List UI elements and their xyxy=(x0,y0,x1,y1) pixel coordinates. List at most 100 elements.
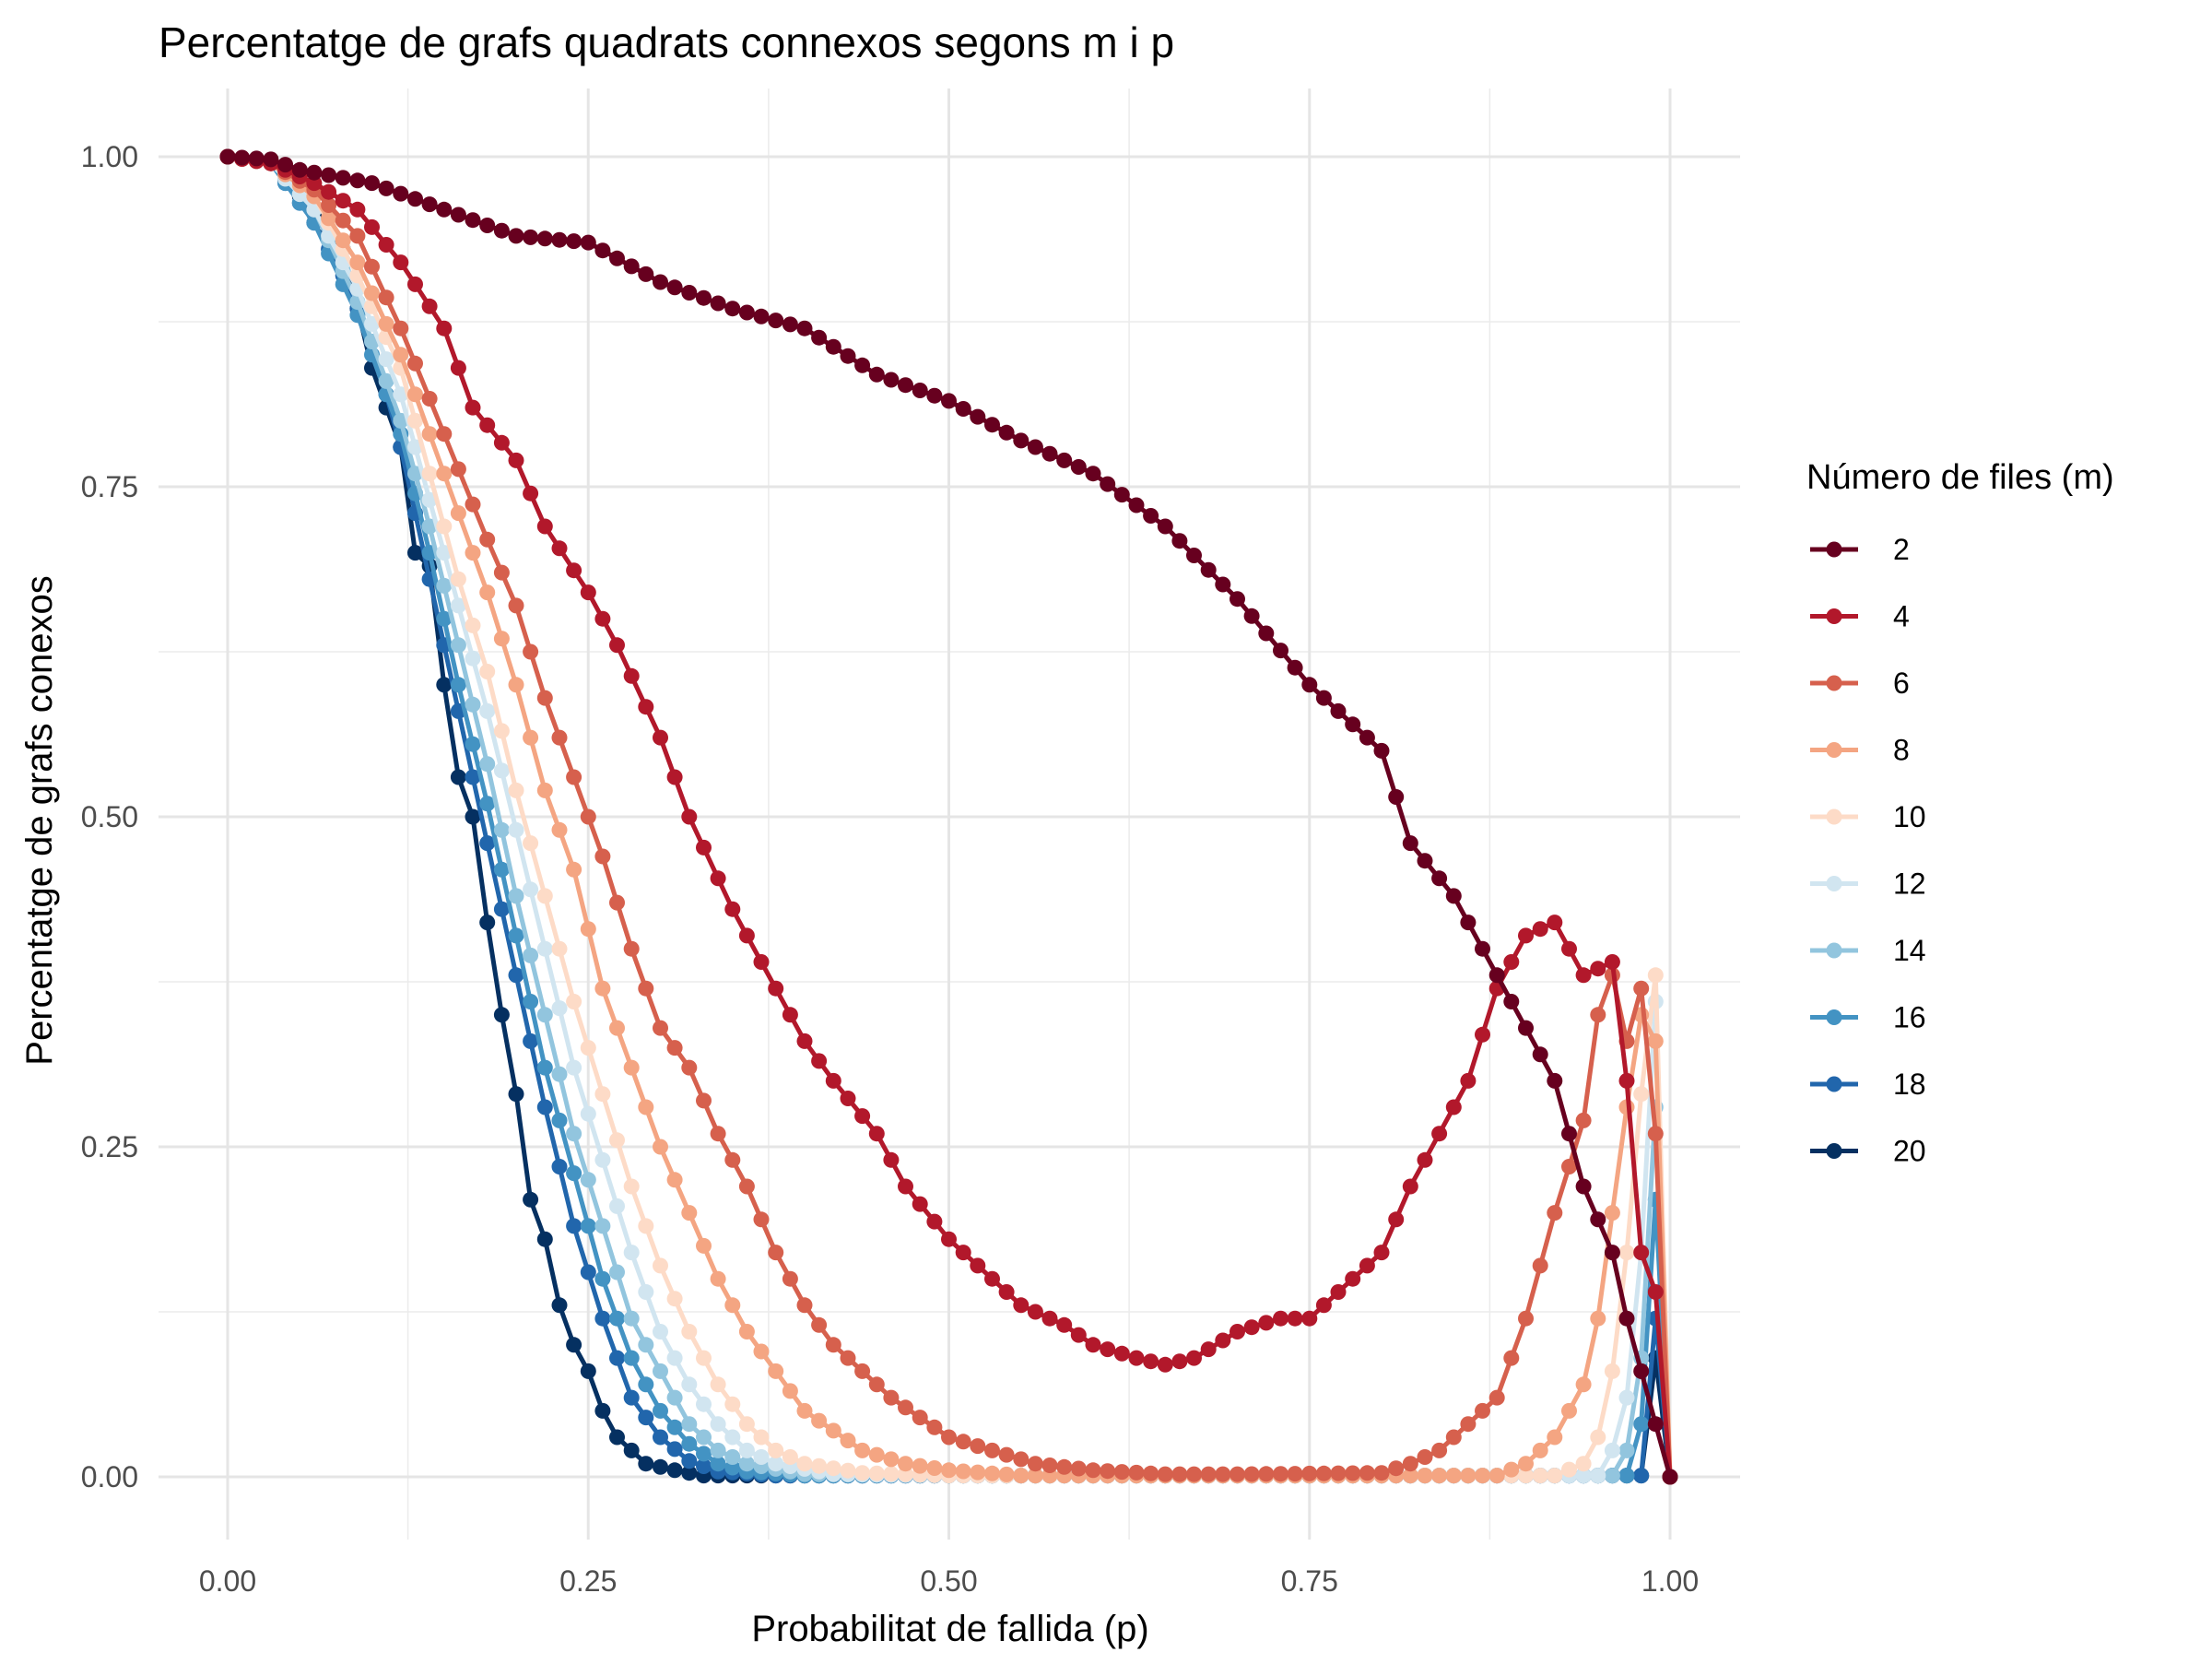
data-point xyxy=(335,212,351,229)
data-point xyxy=(1070,1460,1087,1477)
data-point xyxy=(536,690,553,706)
data-point xyxy=(364,285,380,301)
data-point xyxy=(912,1410,928,1426)
data-point xyxy=(955,1463,971,1480)
data-point xyxy=(825,1072,841,1089)
data-point xyxy=(1041,1457,1058,1473)
legend-item: 8 xyxy=(1810,734,1910,767)
data-point xyxy=(912,383,928,398)
data-point xyxy=(1301,1310,1318,1327)
data-point xyxy=(1402,835,1418,852)
data-point xyxy=(1431,1126,1448,1142)
data-point xyxy=(580,1172,596,1188)
data-point xyxy=(854,1108,871,1125)
data-point xyxy=(508,1086,524,1103)
data-point xyxy=(465,808,481,825)
legend-label: 4 xyxy=(1893,600,1910,633)
data-point xyxy=(1575,1178,1592,1195)
data-point xyxy=(811,1457,828,1474)
data-point xyxy=(523,835,539,852)
data-point xyxy=(407,276,423,292)
data-point xyxy=(551,1159,568,1174)
data-point xyxy=(883,1451,900,1468)
data-point xyxy=(609,250,625,266)
data-point xyxy=(1561,1461,1577,1478)
data-point xyxy=(840,348,856,364)
data-point xyxy=(970,408,986,425)
data-point xyxy=(1647,1284,1664,1300)
y-axis-title: Percentatge de grafs conexos xyxy=(19,575,60,1065)
data-point xyxy=(738,927,755,944)
data-point xyxy=(1287,1310,1303,1327)
data-point xyxy=(523,994,539,1009)
data-point xyxy=(594,610,611,627)
data-point xyxy=(1590,1429,1606,1446)
data-point xyxy=(1561,1402,1577,1419)
legend-label: 12 xyxy=(1893,867,1926,901)
data-point xyxy=(508,597,524,614)
data-point xyxy=(1460,1416,1477,1433)
legend-key-point xyxy=(1826,742,1842,758)
data-point xyxy=(1215,576,1231,593)
data-point xyxy=(1113,1345,1130,1362)
data-point xyxy=(1100,1341,1116,1358)
data-point xyxy=(1100,476,1116,492)
data-point xyxy=(1186,548,1202,563)
data-point xyxy=(1330,1465,1347,1481)
data-point xyxy=(536,1007,553,1023)
legend-item: 14 xyxy=(1810,934,1926,967)
data-point xyxy=(653,1257,668,1274)
data-point xyxy=(638,1284,654,1300)
data-point xyxy=(1532,1046,1548,1063)
data-point xyxy=(1273,643,1288,659)
data-point xyxy=(551,231,568,248)
data-point xyxy=(465,399,481,416)
data-point xyxy=(493,821,510,838)
data-point xyxy=(508,967,524,984)
legend-key-point xyxy=(1826,541,1842,558)
y-tick-label: 0.75 xyxy=(81,470,138,503)
data-point xyxy=(1460,915,1477,931)
data-point xyxy=(580,1218,596,1234)
data-point xyxy=(666,1441,683,1457)
data-point xyxy=(955,1434,971,1450)
data-point xyxy=(998,1466,1015,1482)
data-point xyxy=(854,357,871,373)
data-point xyxy=(1388,1460,1405,1477)
data-point xyxy=(335,193,351,209)
data-point xyxy=(653,1458,668,1475)
data-point xyxy=(321,183,337,200)
data-point xyxy=(1258,625,1275,642)
data-point xyxy=(710,1416,726,1433)
data-point xyxy=(580,584,596,601)
legend-item: 4 xyxy=(1810,600,1910,633)
data-point xyxy=(1243,1319,1260,1336)
data-point xyxy=(1027,1304,1043,1320)
data-point xyxy=(493,762,510,779)
data-point xyxy=(566,1165,582,1182)
data-point xyxy=(378,372,394,389)
data-point xyxy=(1532,1442,1548,1458)
data-point xyxy=(1359,729,1375,746)
data-point xyxy=(393,320,409,336)
legend-key-point xyxy=(1826,1009,1842,1025)
data-point xyxy=(1243,608,1260,624)
data-point xyxy=(1518,927,1534,944)
data-point xyxy=(450,677,466,693)
data-point xyxy=(1532,921,1548,938)
x-tick-label: 0.75 xyxy=(1281,1564,1338,1598)
data-point xyxy=(1647,1033,1664,1049)
data-point xyxy=(998,424,1015,441)
data-point xyxy=(1070,1327,1087,1343)
data-point xyxy=(321,167,337,183)
data-point xyxy=(1633,1086,1650,1103)
data-point xyxy=(738,1416,755,1433)
data-point xyxy=(724,901,741,917)
data-point xyxy=(1575,1112,1592,1128)
data-point xyxy=(450,207,466,223)
data-point xyxy=(1056,1458,1073,1475)
data-point xyxy=(465,696,481,713)
data-point xyxy=(825,1337,841,1353)
data-point xyxy=(984,1442,1000,1458)
tick-labels: 0.00 0.25 0.50 0.75 1.00 0.00 0.25 0.50 0.75 1.00 xyxy=(81,140,1699,1598)
